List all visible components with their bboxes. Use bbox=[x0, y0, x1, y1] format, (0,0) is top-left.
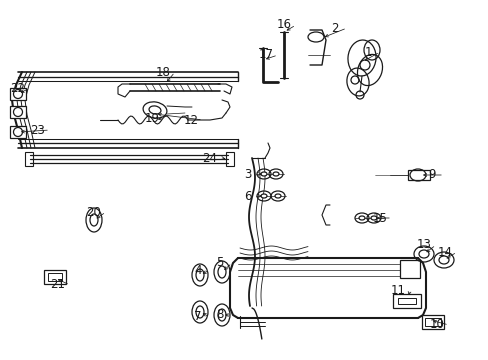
Bar bbox=[407, 170, 429, 180]
Ellipse shape bbox=[261, 194, 266, 198]
Bar bbox=[10, 126, 26, 138]
Text: 24: 24 bbox=[202, 152, 217, 165]
Text: 20: 20 bbox=[86, 206, 101, 219]
Bar bbox=[424, 318, 440, 326]
Text: 15: 15 bbox=[372, 211, 386, 225]
Text: 7: 7 bbox=[194, 310, 202, 324]
Text: 14: 14 bbox=[437, 246, 451, 258]
Bar bbox=[44, 270, 66, 284]
Text: 10: 10 bbox=[428, 319, 444, 332]
Text: 9: 9 bbox=[427, 168, 435, 181]
Text: 16: 16 bbox=[276, 18, 291, 31]
Ellipse shape bbox=[274, 194, 281, 198]
Text: 17: 17 bbox=[258, 49, 273, 62]
Bar bbox=[392, 294, 420, 308]
Text: 22: 22 bbox=[10, 81, 25, 94]
Ellipse shape bbox=[261, 172, 266, 176]
Text: 23: 23 bbox=[30, 123, 45, 136]
Bar bbox=[25, 152, 33, 166]
Text: 1: 1 bbox=[364, 45, 371, 58]
Text: 11: 11 bbox=[390, 284, 405, 297]
Text: 5: 5 bbox=[216, 256, 223, 270]
Ellipse shape bbox=[358, 216, 364, 220]
Text: 2: 2 bbox=[330, 22, 338, 35]
Text: 4: 4 bbox=[194, 264, 202, 276]
Text: 19: 19 bbox=[144, 112, 159, 125]
Bar bbox=[48, 273, 62, 281]
Text: 13: 13 bbox=[416, 238, 430, 252]
Bar bbox=[225, 152, 234, 166]
Text: 3: 3 bbox=[244, 167, 251, 180]
Text: 12: 12 bbox=[183, 113, 198, 126]
Text: 21: 21 bbox=[50, 279, 65, 292]
Bar bbox=[421, 315, 443, 329]
Bar bbox=[397, 298, 415, 304]
Text: 18: 18 bbox=[155, 66, 170, 78]
Ellipse shape bbox=[272, 172, 279, 176]
Ellipse shape bbox=[438, 256, 448, 264]
Text: 8: 8 bbox=[216, 309, 223, 321]
Ellipse shape bbox=[370, 216, 376, 220]
Bar bbox=[10, 88, 26, 100]
Text: 6: 6 bbox=[244, 189, 251, 202]
Bar bbox=[399, 260, 419, 278]
Bar bbox=[10, 106, 26, 118]
